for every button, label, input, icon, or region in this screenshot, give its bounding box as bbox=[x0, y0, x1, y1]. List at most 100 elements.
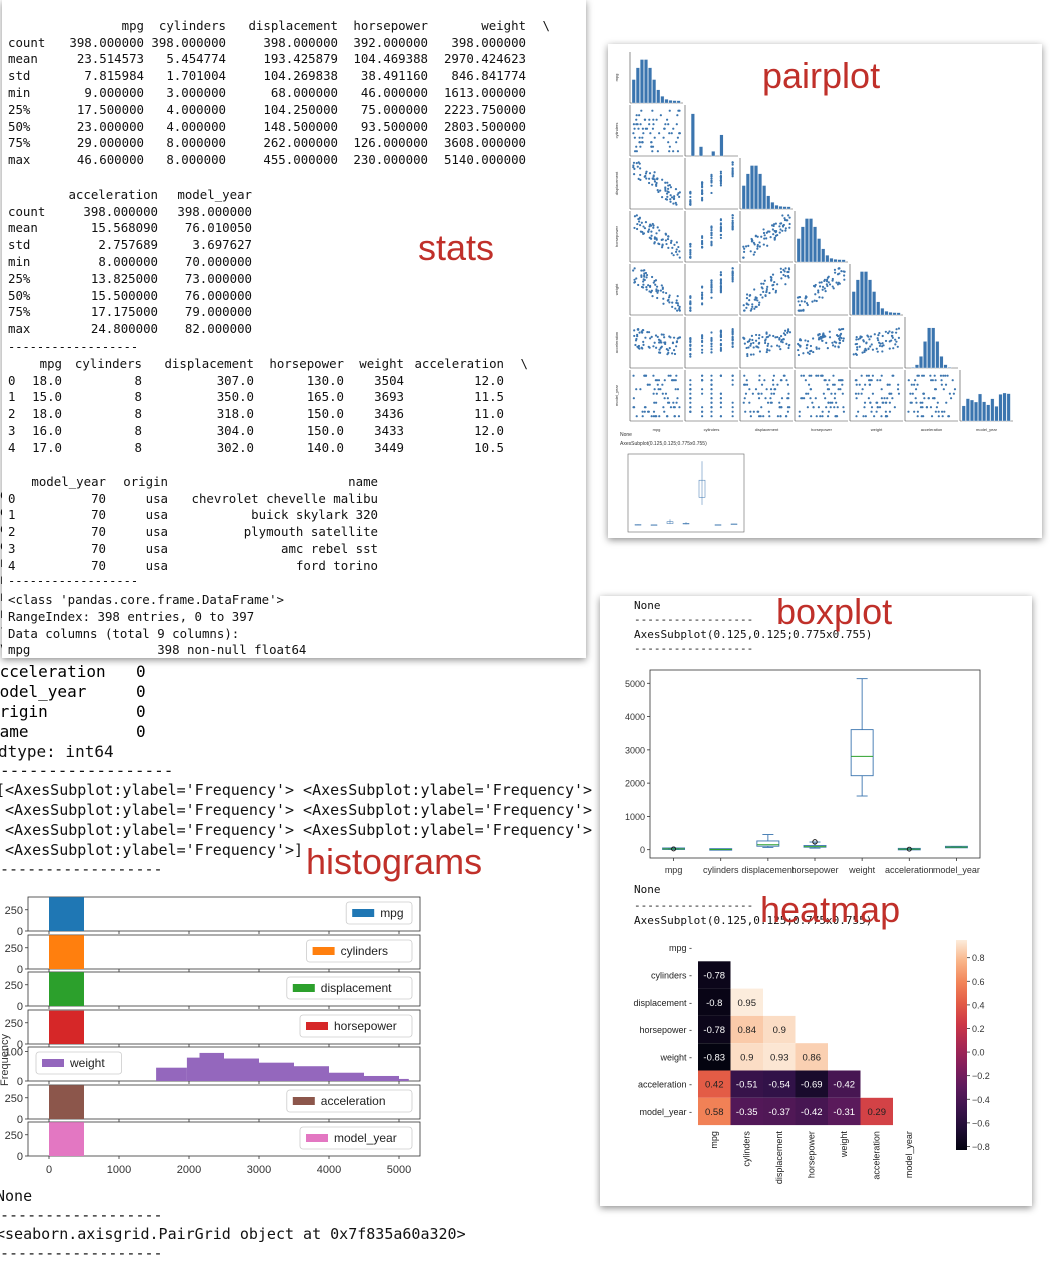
pair-hist-bar bbox=[855, 279, 860, 316]
table-row: 2 18.0 8 318.0 150.0 3436 11.0 bbox=[8, 405, 528, 422]
pair-point bbox=[678, 305, 681, 308]
pair-hist-bar bbox=[915, 364, 919, 369]
table-cell: 29.000000 bbox=[76, 135, 144, 151]
pair-point bbox=[710, 331, 713, 334]
table-cell: 17.175000 bbox=[90, 304, 158, 320]
pair-point bbox=[772, 334, 775, 338]
pair-point bbox=[676, 136, 679, 139]
pair-point bbox=[769, 236, 772, 239]
table-cell: buick skylark 320 bbox=[251, 507, 378, 523]
hist-legend-box bbox=[345, 901, 413, 925]
pair-point bbox=[763, 237, 766, 240]
table-cell: 8 bbox=[134, 423, 142, 439]
pair-point bbox=[808, 374, 811, 377]
stats-table: mpg cylinders displacement horsepower weight… bbox=[8, 17, 550, 168]
heatmap-cell-label: 0.93 bbox=[770, 1052, 789, 1063]
column-header: mpg bbox=[121, 17, 144, 33]
hist-legend-box bbox=[306, 939, 413, 963]
colorbar-tick-label: −0.6 bbox=[972, 1118, 990, 1128]
pair-point bbox=[756, 247, 759, 250]
pair-point bbox=[812, 350, 815, 354]
pair-hist-bar bbox=[778, 206, 783, 210]
pair-point bbox=[660, 345, 663, 348]
pair-point bbox=[669, 198, 672, 201]
pair-point bbox=[815, 415, 818, 418]
pair-point bbox=[656, 296, 659, 300]
pair-point bbox=[783, 270, 786, 273]
pair-point bbox=[884, 415, 888, 418]
pair-point bbox=[832, 287, 835, 290]
heatmap-col-label: model_year bbox=[904, 1131, 914, 1178]
pair-point bbox=[749, 344, 752, 347]
pair-point bbox=[784, 227, 787, 230]
table-row: 75% 17.175000 79.000000 bbox=[8, 304, 252, 321]
pair-xlabel: weight bbox=[871, 427, 883, 432]
pairplot-chart: mpgcylindersdisplacementhorsepowerweight… bbox=[614, 52, 1013, 533]
pair-point bbox=[930, 379, 933, 382]
pair-point bbox=[825, 406, 828, 409]
hist-ytick-label: 250 bbox=[5, 1093, 23, 1105]
pair-point bbox=[763, 234, 766, 237]
table-corner bbox=[8, 355, 22, 372]
pair-point bbox=[891, 397, 894, 400]
table-row: 50% 23.000000 4.000000 148.500000 93.500000 2… bbox=[8, 118, 550, 135]
axes-line-3: <AxesSubplot:ylabel='Frequency'> <AxesSu… bbox=[0, 821, 593, 839]
pair-point bbox=[674, 388, 677, 391]
pair-point bbox=[651, 150, 654, 153]
table-cell: 2.757689 bbox=[98, 237, 158, 253]
table-row: 2 70 usa plymouth satellite bbox=[8, 523, 378, 540]
heatmap-cell: 0.9 bbox=[763, 1015, 796, 1044]
pair-point bbox=[860, 392, 863, 395]
pair-point bbox=[701, 344, 704, 347]
pair-point bbox=[650, 224, 653, 227]
pair-point bbox=[806, 303, 809, 307]
row-label: count bbox=[8, 34, 46, 50]
pair-point bbox=[636, 222, 639, 226]
heatmap-row-label: weight - bbox=[659, 1052, 692, 1062]
pair-point bbox=[710, 281, 713, 284]
pairplot-cell bbox=[739, 317, 793, 369]
pair-point bbox=[669, 200, 672, 203]
pair-point bbox=[637, 217, 640, 221]
pair-point bbox=[633, 406, 636, 409]
pair-point bbox=[875, 347, 878, 350]
pair-point bbox=[743, 383, 746, 386]
column-header: horsepower bbox=[269, 355, 344, 371]
table-cell: 68.000000 bbox=[270, 85, 338, 101]
pair-point bbox=[731, 214, 734, 217]
pair-point bbox=[645, 177, 648, 180]
pair-point bbox=[814, 397, 817, 400]
table-row: mean 15.568090 76.010050 bbox=[8, 220, 252, 237]
pairplot-cell bbox=[629, 211, 683, 263]
row-label: 3 bbox=[8, 541, 16, 557]
pair-point bbox=[638, 114, 641, 117]
heatmap-cell: -0.31 bbox=[828, 1097, 861, 1126]
table-row: std 2.757689 3.697627 bbox=[8, 236, 252, 253]
pair-point bbox=[661, 178, 664, 181]
pair-point bbox=[731, 172, 734, 175]
pair-point bbox=[719, 401, 722, 404]
pair-point bbox=[933, 374, 936, 377]
pair-point bbox=[674, 201, 677, 204]
row-label: 0 bbox=[8, 490, 16, 506]
pair-point bbox=[778, 337, 781, 340]
pair-point bbox=[829, 401, 832, 404]
pair-point bbox=[656, 178, 659, 181]
pair-point bbox=[812, 406, 815, 409]
pair-point bbox=[835, 334, 839, 337]
pairplot-cell bbox=[629, 158, 683, 210]
pair-point bbox=[762, 243, 765, 246]
pair-point bbox=[689, 340, 692, 343]
pair-point bbox=[719, 284, 722, 288]
pair-point bbox=[731, 228, 734, 231]
pair-point bbox=[746, 353, 749, 356]
table-cell: 262.000000 bbox=[263, 135, 338, 151]
pair-point bbox=[701, 337, 704, 340]
pair-point bbox=[635, 114, 638, 117]
pair-point bbox=[916, 410, 919, 413]
pair-point bbox=[870, 410, 873, 413]
pair-point bbox=[719, 392, 722, 395]
heatmap-cell-label: -0.83 bbox=[703, 1052, 725, 1063]
pair-point bbox=[644, 221, 648, 224]
pair-point bbox=[664, 341, 667, 344]
